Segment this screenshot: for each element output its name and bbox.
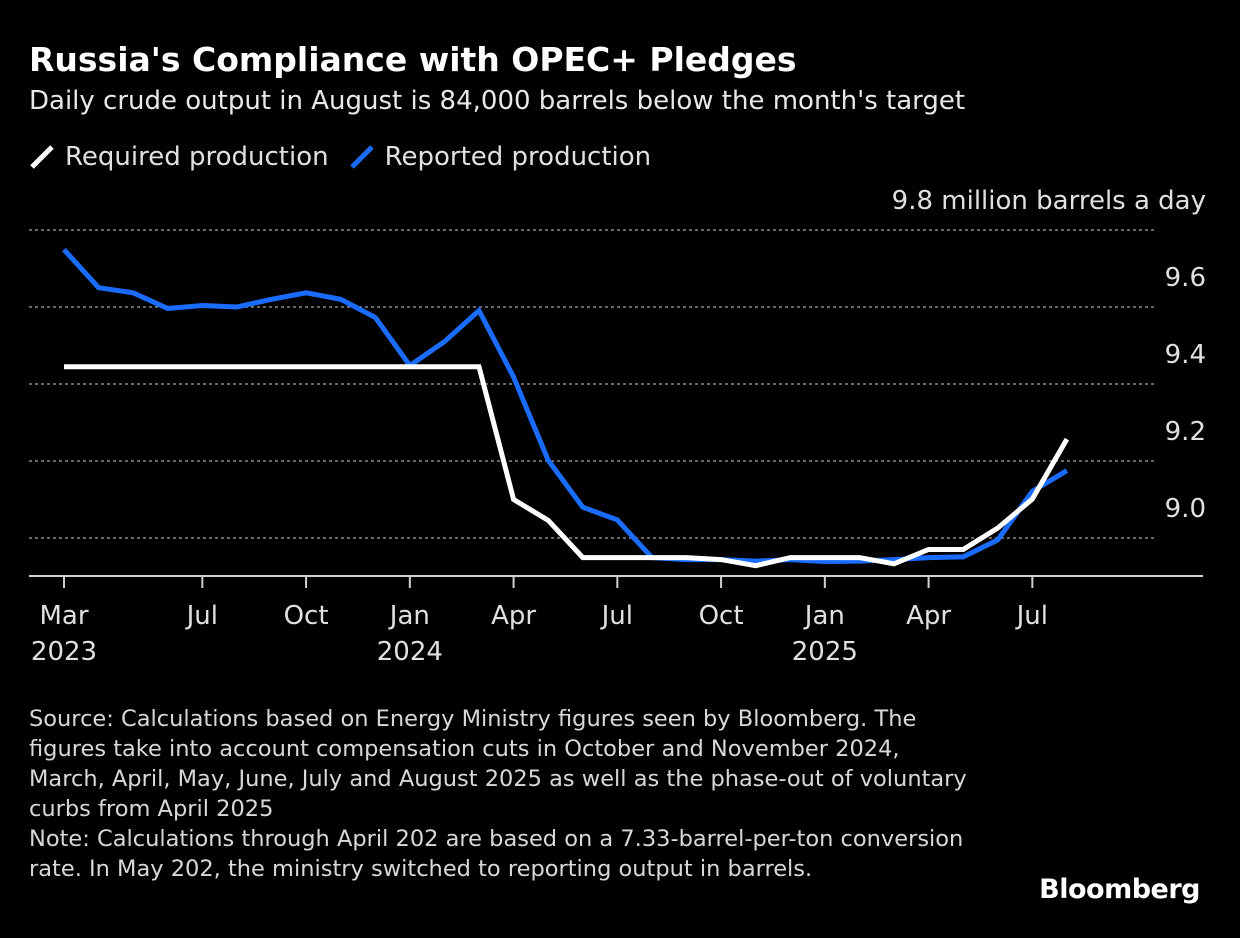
x-tick-year-2024: 2024 bbox=[377, 637, 443, 667]
x-tick-year-2025: 2025 bbox=[792, 637, 858, 667]
legend-item-reported: Reported production bbox=[349, 142, 652, 172]
legend-item-required: Required production bbox=[29, 142, 329, 172]
chart-title: Russia's Compliance with OPEC+ Pledges bbox=[29, 40, 797, 79]
y-tick-label-9.6: 9.6 bbox=[1165, 263, 1206, 293]
x-tick-label-7: Jan bbox=[803, 601, 845, 631]
series-line-required-production bbox=[64, 364, 1070, 569]
x-tick-label-1: Jul bbox=[185, 601, 218, 631]
footer: Source: Calculations based on Energy Min… bbox=[29, 704, 979, 884]
x-tick-label-6: Oct bbox=[699, 601, 744, 631]
legend-label-reported: Reported production bbox=[384, 142, 652, 172]
x-tick-label-4: Apr bbox=[491, 601, 536, 631]
legend: Required production Reported production bbox=[29, 142, 671, 172]
legend-swatch-required bbox=[30, 145, 54, 169]
x-tick-label-8: Apr bbox=[906, 601, 951, 631]
legend-label-required: Required production bbox=[65, 142, 329, 172]
x-tick-label-2: Oct bbox=[284, 601, 329, 631]
x-tick-label-9: Jul bbox=[1015, 601, 1048, 631]
legend-swatch-reported bbox=[349, 145, 374, 169]
y-tick-label-9.2: 9.2 bbox=[1165, 417, 1206, 447]
x-tick-label-3: Jan bbox=[388, 601, 430, 631]
source-note: Source: Calculations based on Energy Min… bbox=[29, 706, 967, 822]
y-axis-unit-label: 9.8 million barrels a day bbox=[891, 186, 1206, 216]
y-tick-label-9.0: 9.0 bbox=[1165, 494, 1206, 524]
bloomberg-logo: Bloomberg bbox=[1039, 874, 1200, 905]
y-tick-label-9.4: 9.4 bbox=[1165, 340, 1206, 370]
x-tick-year-2023: 2023 bbox=[31, 637, 97, 667]
x-tick-label-0: Mar bbox=[39, 601, 88, 631]
methodology-note: Note: Calculations through April 202 are… bbox=[29, 826, 964, 882]
chart-subtitle: Daily crude output in August is 84,000 b… bbox=[29, 86, 966, 116]
x-tick-label-5: Jul bbox=[600, 601, 633, 631]
series-line-reported-production bbox=[62, 247, 1069, 565]
